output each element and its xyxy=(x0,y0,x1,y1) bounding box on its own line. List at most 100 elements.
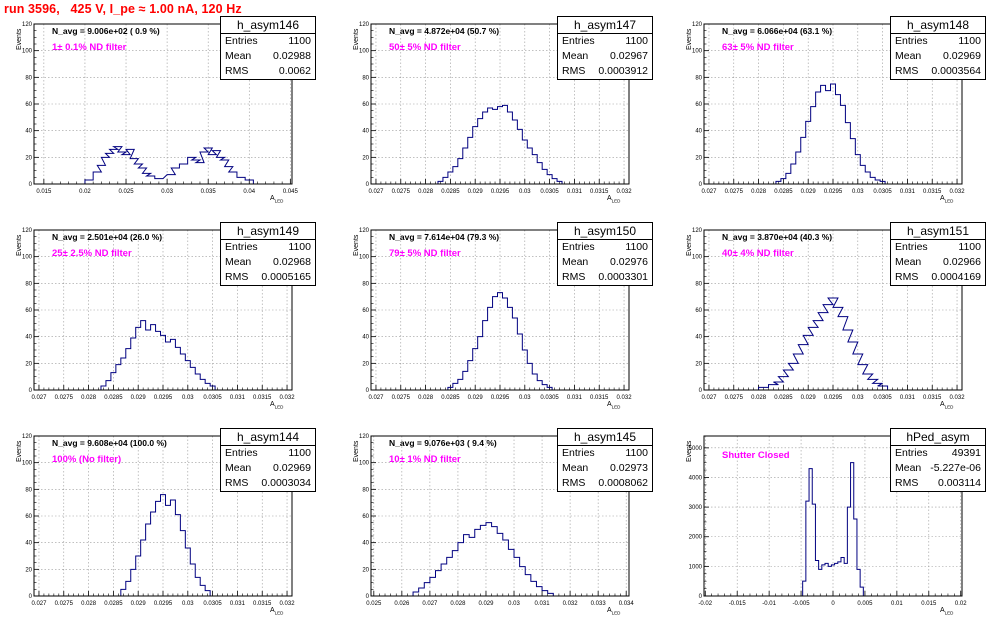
stats-key: Entries xyxy=(225,35,258,47)
y-tick-label: 20 xyxy=(362,155,369,161)
histogram-bin xyxy=(161,335,166,390)
x-tick-label: 0.0275 xyxy=(55,395,74,401)
histogram-bin xyxy=(825,563,828,596)
stats-key: Mean xyxy=(562,462,589,474)
plot-frame xyxy=(370,229,630,391)
x-tick-label: 0.0295 xyxy=(154,601,173,607)
x-tick-label: 0.0305 xyxy=(873,395,892,401)
x-tick-label: 0.0315 xyxy=(590,189,609,195)
histogram-bin xyxy=(822,565,825,596)
x-tick-label: 0.015 xyxy=(36,189,52,195)
stats-box: h_asym150 Entries 1100 Mean 0.02976 RMS 0.0003… xyxy=(557,222,653,286)
stats-row-mean: Mean -5.227e-06 xyxy=(891,461,985,476)
navg-label: N_avg = 9.006e+02 ( 0.9 %) xyxy=(52,26,160,36)
histogram-bin xyxy=(493,109,498,184)
y-axis-label: Events xyxy=(16,234,23,256)
histogram-bin xyxy=(170,500,175,596)
histogram-bin xyxy=(205,383,210,390)
y-tick-label: 80 xyxy=(25,281,32,287)
histogram-bin xyxy=(821,85,826,184)
x-tick-label: 0.0315 xyxy=(590,395,609,401)
histogram-bin xyxy=(147,176,155,184)
histogram-bin xyxy=(210,386,215,390)
x-tick-label: -0.005 xyxy=(793,601,811,607)
filter-label: 79± 5% ND filter xyxy=(389,248,461,259)
x-axis-symbol: A xyxy=(940,195,945,202)
stats-value: 1100 xyxy=(958,241,981,253)
histogram-line xyxy=(775,83,886,184)
histogram-bin xyxy=(165,342,170,390)
histogram-bin xyxy=(840,105,845,184)
histogram-bin xyxy=(430,577,436,596)
histogram-bin xyxy=(819,569,822,596)
stats-title: h_asym149 xyxy=(221,223,315,240)
plot-frame xyxy=(703,435,963,597)
stats-box: h_asym149 Entries 1100 Mean 0.02968 RMS 0.0005… xyxy=(220,222,316,286)
y-axis-label: Events xyxy=(686,440,693,462)
stats-row-entries: Entries 1100 xyxy=(221,240,315,255)
x-tick-label: 0.0305 xyxy=(203,395,222,401)
histogram-bin xyxy=(453,383,458,390)
x-tick-label: 0.028 xyxy=(81,601,97,607)
histogram-bin xyxy=(443,177,448,184)
histogram-panel-h_asym147: 0.027 0.0275 0.028 0.0285 0.029 0.0295 0.03 0.0… xyxy=(337,16,657,220)
x-tick-label: -0.02 xyxy=(698,601,712,607)
y-tick-label: 100 xyxy=(359,49,370,55)
stats-title: h_asym146 xyxy=(221,17,315,34)
stats-row-mean: Mean 0.02969 xyxy=(891,49,985,64)
x-tick-label: 0.032 xyxy=(950,395,966,401)
x-tick-label: 0.0285 xyxy=(774,189,793,195)
histogram-bin xyxy=(542,591,548,596)
histogram-bin xyxy=(175,515,180,596)
stats-key: RMS xyxy=(562,477,586,489)
y-tick-label: 120 xyxy=(692,22,703,28)
histogram-bin xyxy=(146,524,151,596)
x-tick-label: 0.0305 xyxy=(540,395,559,401)
histogram-bin xyxy=(413,592,419,596)
histogram-bin xyxy=(522,140,527,184)
stats-box: h_asym144 Entries 1100 Mean 0.02969 RMS 0.0003… xyxy=(220,428,316,492)
histogram-bin xyxy=(806,121,811,184)
histogram-bin xyxy=(136,327,141,390)
histogram-line xyxy=(100,320,216,390)
histogram-bin xyxy=(844,563,847,596)
histogram-bin xyxy=(517,334,522,390)
y-tick-label: 3000 xyxy=(689,505,703,511)
y-tick-label: 100 xyxy=(692,49,703,55)
stats-row-rms: RMS 0.0008062 xyxy=(558,476,652,491)
y-tick-label: 80 xyxy=(25,75,32,81)
navg-label: N_avg = 6.066e+04 (63.1 %) xyxy=(722,26,833,36)
stats-row-entries: Entries 1100 xyxy=(558,446,652,461)
stats-value: -5.227e-06 xyxy=(930,462,981,474)
navg-label: N_avg = 7.614e+04 (79.3 %) xyxy=(389,232,500,242)
y-tick-label: 60 xyxy=(25,308,32,314)
histogram-bin xyxy=(507,112,512,184)
x-tick-label: 0.027 xyxy=(701,189,717,195)
y-tick-label: 120 xyxy=(22,434,33,440)
stats-key: RMS xyxy=(895,477,919,489)
stats-key: Entries xyxy=(895,447,928,459)
histogram-bin xyxy=(812,504,815,596)
x-tick-label: 0.031 xyxy=(900,395,916,401)
x-tick-label: 0 xyxy=(831,601,835,607)
stats-value: 1100 xyxy=(625,35,648,47)
x-axis-label: ALED xyxy=(607,195,620,203)
x-tick-label: 0.027 xyxy=(368,395,384,401)
x-tick-label: 0.0285 xyxy=(441,189,460,195)
x-axis-symbol: A xyxy=(940,401,945,408)
x-axis-label: ALED xyxy=(607,401,620,409)
stats-value: 0.02967 xyxy=(610,50,648,62)
x-tick-label: 0.029 xyxy=(468,189,484,195)
stats-value: 0.02976 xyxy=(610,256,648,268)
stats-key: RMS xyxy=(895,65,919,77)
y-tick-label: 60 xyxy=(695,308,702,314)
stats-box: h_asym151 Entries 1100 Mean 0.02966 RMS 0.0004… xyxy=(890,222,986,286)
stats-value: 0.0005165 xyxy=(261,271,311,283)
x-tick-label: 0.029 xyxy=(131,601,147,607)
histogram-bin xyxy=(424,583,430,596)
x-tick-label: 0.045 xyxy=(283,189,299,195)
histogram-bin xyxy=(136,556,141,596)
stats-value: 0.003114 xyxy=(937,477,981,489)
stats-key: RMS xyxy=(562,65,586,77)
x-tick-label: 0.03 xyxy=(161,189,173,195)
